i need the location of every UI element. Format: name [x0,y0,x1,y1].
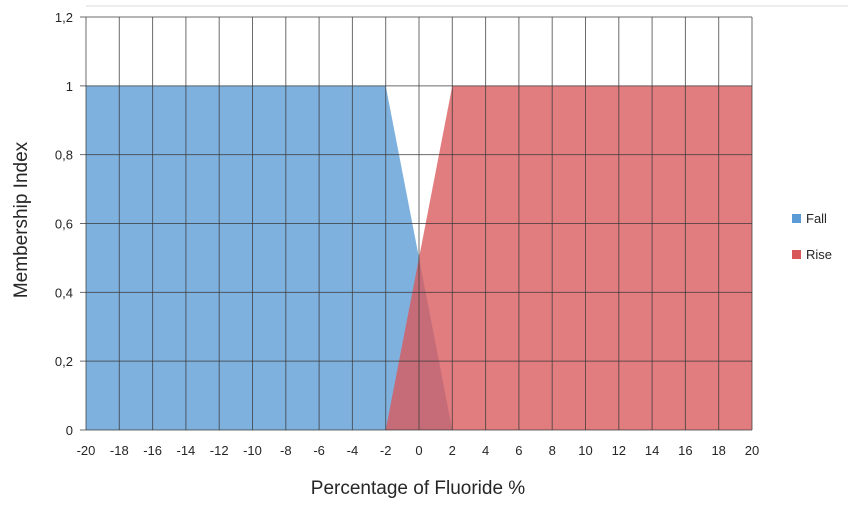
legend-swatch-rise [792,250,801,259]
x-tick-label: -20 [77,443,96,458]
x-tick-label: -10 [243,443,262,458]
y-tick-label: 0,6 [55,217,73,232]
x-tick-label: 2 [449,443,456,458]
y-axis-label: Membership Index [11,141,32,298]
x-axis-label: Percentage of Fluoride % [311,478,526,499]
series-area-rise [385,85,752,430]
legend-item-fall: Fall [792,211,827,226]
x-tick-label: -2 [380,443,392,458]
legend: Fall Rise [792,211,832,262]
legend-label-fall: Fall [806,211,827,226]
legend-swatch-fall [792,214,801,223]
series-area-fall [86,85,453,430]
x-tick-label: 18 [711,443,725,458]
x-tick-label: -14 [177,443,196,458]
x-tick-label: -12 [210,443,229,458]
x-tick-label: 6 [515,443,522,458]
y-tick-label: 0 [66,423,73,438]
x-tick-label: 20 [745,443,759,458]
x-tick-label: 0 [415,443,422,458]
x-tick-label: -8 [280,443,292,458]
x-tick-label: 8 [549,443,556,458]
y-tick-label: 0,4 [55,285,73,300]
y-tick-label: 0,2 [55,354,73,369]
x-tick-label: 12 [612,443,626,458]
legend-item-rise: Rise [792,247,832,262]
y-tick-label: 1,2 [55,10,73,25]
x-tick-label: 14 [645,443,659,458]
area-layer [86,85,752,430]
x-tick-label: 10 [578,443,592,458]
legend-label-rise: Rise [806,247,832,262]
x-tick-label: 16 [678,443,692,458]
y-tick-label: 1 [66,79,73,94]
x-tick-label: -6 [313,443,325,458]
x-tick-label: -16 [143,443,162,458]
x-tick-label: -18 [110,443,129,458]
x-tick-label: 4 [482,443,489,458]
x-tick-label: -4 [347,443,359,458]
axis-layer: -20 -18 -16 -14 -12 -10 -8 -6 -4 -2 0 2 4 6 8 10 12 14 16 1… [55,5,848,458]
y-tick-label: 0,8 [55,148,73,163]
